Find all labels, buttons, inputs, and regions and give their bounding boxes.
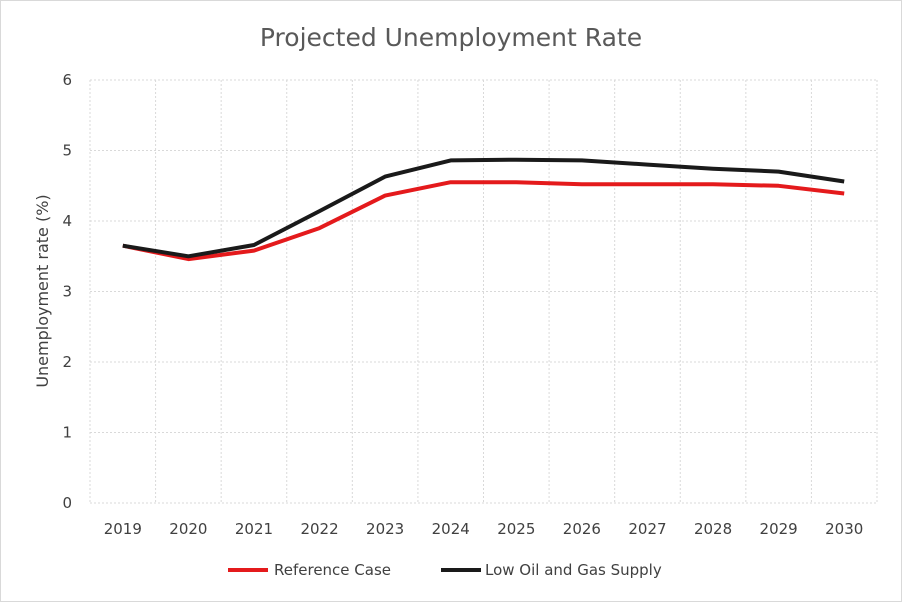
y-tick-label: 3: [62, 283, 72, 301]
x-tick-label: 2029: [760, 520, 798, 538]
x-tick-label: 2019: [104, 520, 142, 538]
x-tick-label: 2022: [300, 520, 338, 538]
legend: Reference Case Low Oil and Gas Supply: [228, 561, 662, 579]
grid: [89, 79, 878, 504]
chart-title: Projected Unemployment Rate: [260, 23, 642, 52]
y-tick-label: 2: [62, 353, 72, 371]
y-tick-label: 5: [62, 142, 72, 160]
y-tick-label: 6: [62, 71, 72, 89]
y-tick-label: 4: [62, 212, 72, 230]
series-line-1: [122, 180, 845, 262]
x-tick-label: 2023: [366, 520, 404, 538]
x-tick-label: 2027: [628, 520, 666, 538]
y-axis-label: Unemployment rate (%): [33, 194, 52, 387]
x-tick-label: 2020: [169, 520, 207, 538]
legend-label: Low Oil and Gas Supply: [485, 561, 662, 579]
x-tick-label: 2030: [825, 520, 863, 538]
y-tick-label: 0: [62, 494, 72, 512]
x-tick-label: 2021: [235, 520, 273, 538]
legend-label: Reference Case: [274, 561, 391, 579]
series: [122, 157, 845, 262]
x-tick-label: 2028: [694, 520, 732, 538]
y-tick-label: 1: [62, 424, 72, 442]
x-tick-label: 2025: [497, 520, 535, 538]
x-tick-label: 2026: [563, 520, 601, 538]
y-axis-ticks: 0 1 2 3 4 5 6: [62, 71, 72, 512]
x-tick-label: 2024: [432, 520, 470, 538]
series-line-2: [122, 157, 845, 259]
x-axis-ticks: 2019 2020 2021 2022 2023 2024 2025 2026 2027 2028…: [104, 520, 864, 538]
